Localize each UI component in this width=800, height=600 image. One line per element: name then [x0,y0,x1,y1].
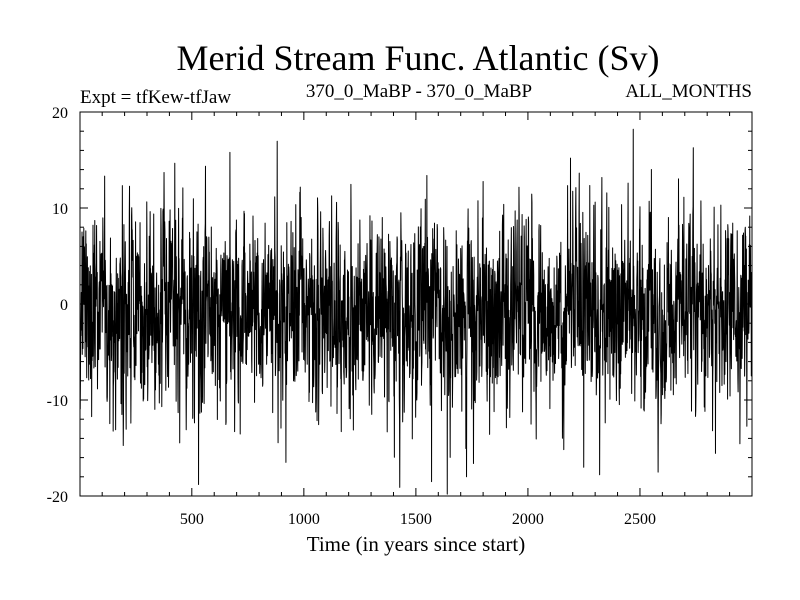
y-tick-label: -20 [47,489,68,506]
x-tick-label: 500 [180,511,204,528]
period-subtitle: 370_0_MaBP - 370_0_MaBP [306,81,532,102]
y-tick-label: 0 [60,297,68,314]
months-subtitle: ALL_MONTHS [625,81,752,102]
y-tick-label: -10 [47,393,68,410]
experiment-subtitle: Expt = tfKew-tfJaw [80,87,231,108]
plot-area: 500 1000 1500 2000 2500 -20 -10 0 10 20 [47,105,753,528]
data-series-line [80,128,752,495]
x-tick-label: 2000 [512,511,544,528]
y-tick-label: 10 [52,201,68,218]
y-tick-label: 20 [52,105,68,122]
x-tick-label: 1500 [400,511,432,528]
chart-title: Merid Stream Func. Atlantic (Sv) [177,38,660,78]
x-tick-label: 2500 [624,511,656,528]
x-tick-label: 1000 [288,511,320,528]
x-axis-label: Time (in years since start) [307,532,526,556]
